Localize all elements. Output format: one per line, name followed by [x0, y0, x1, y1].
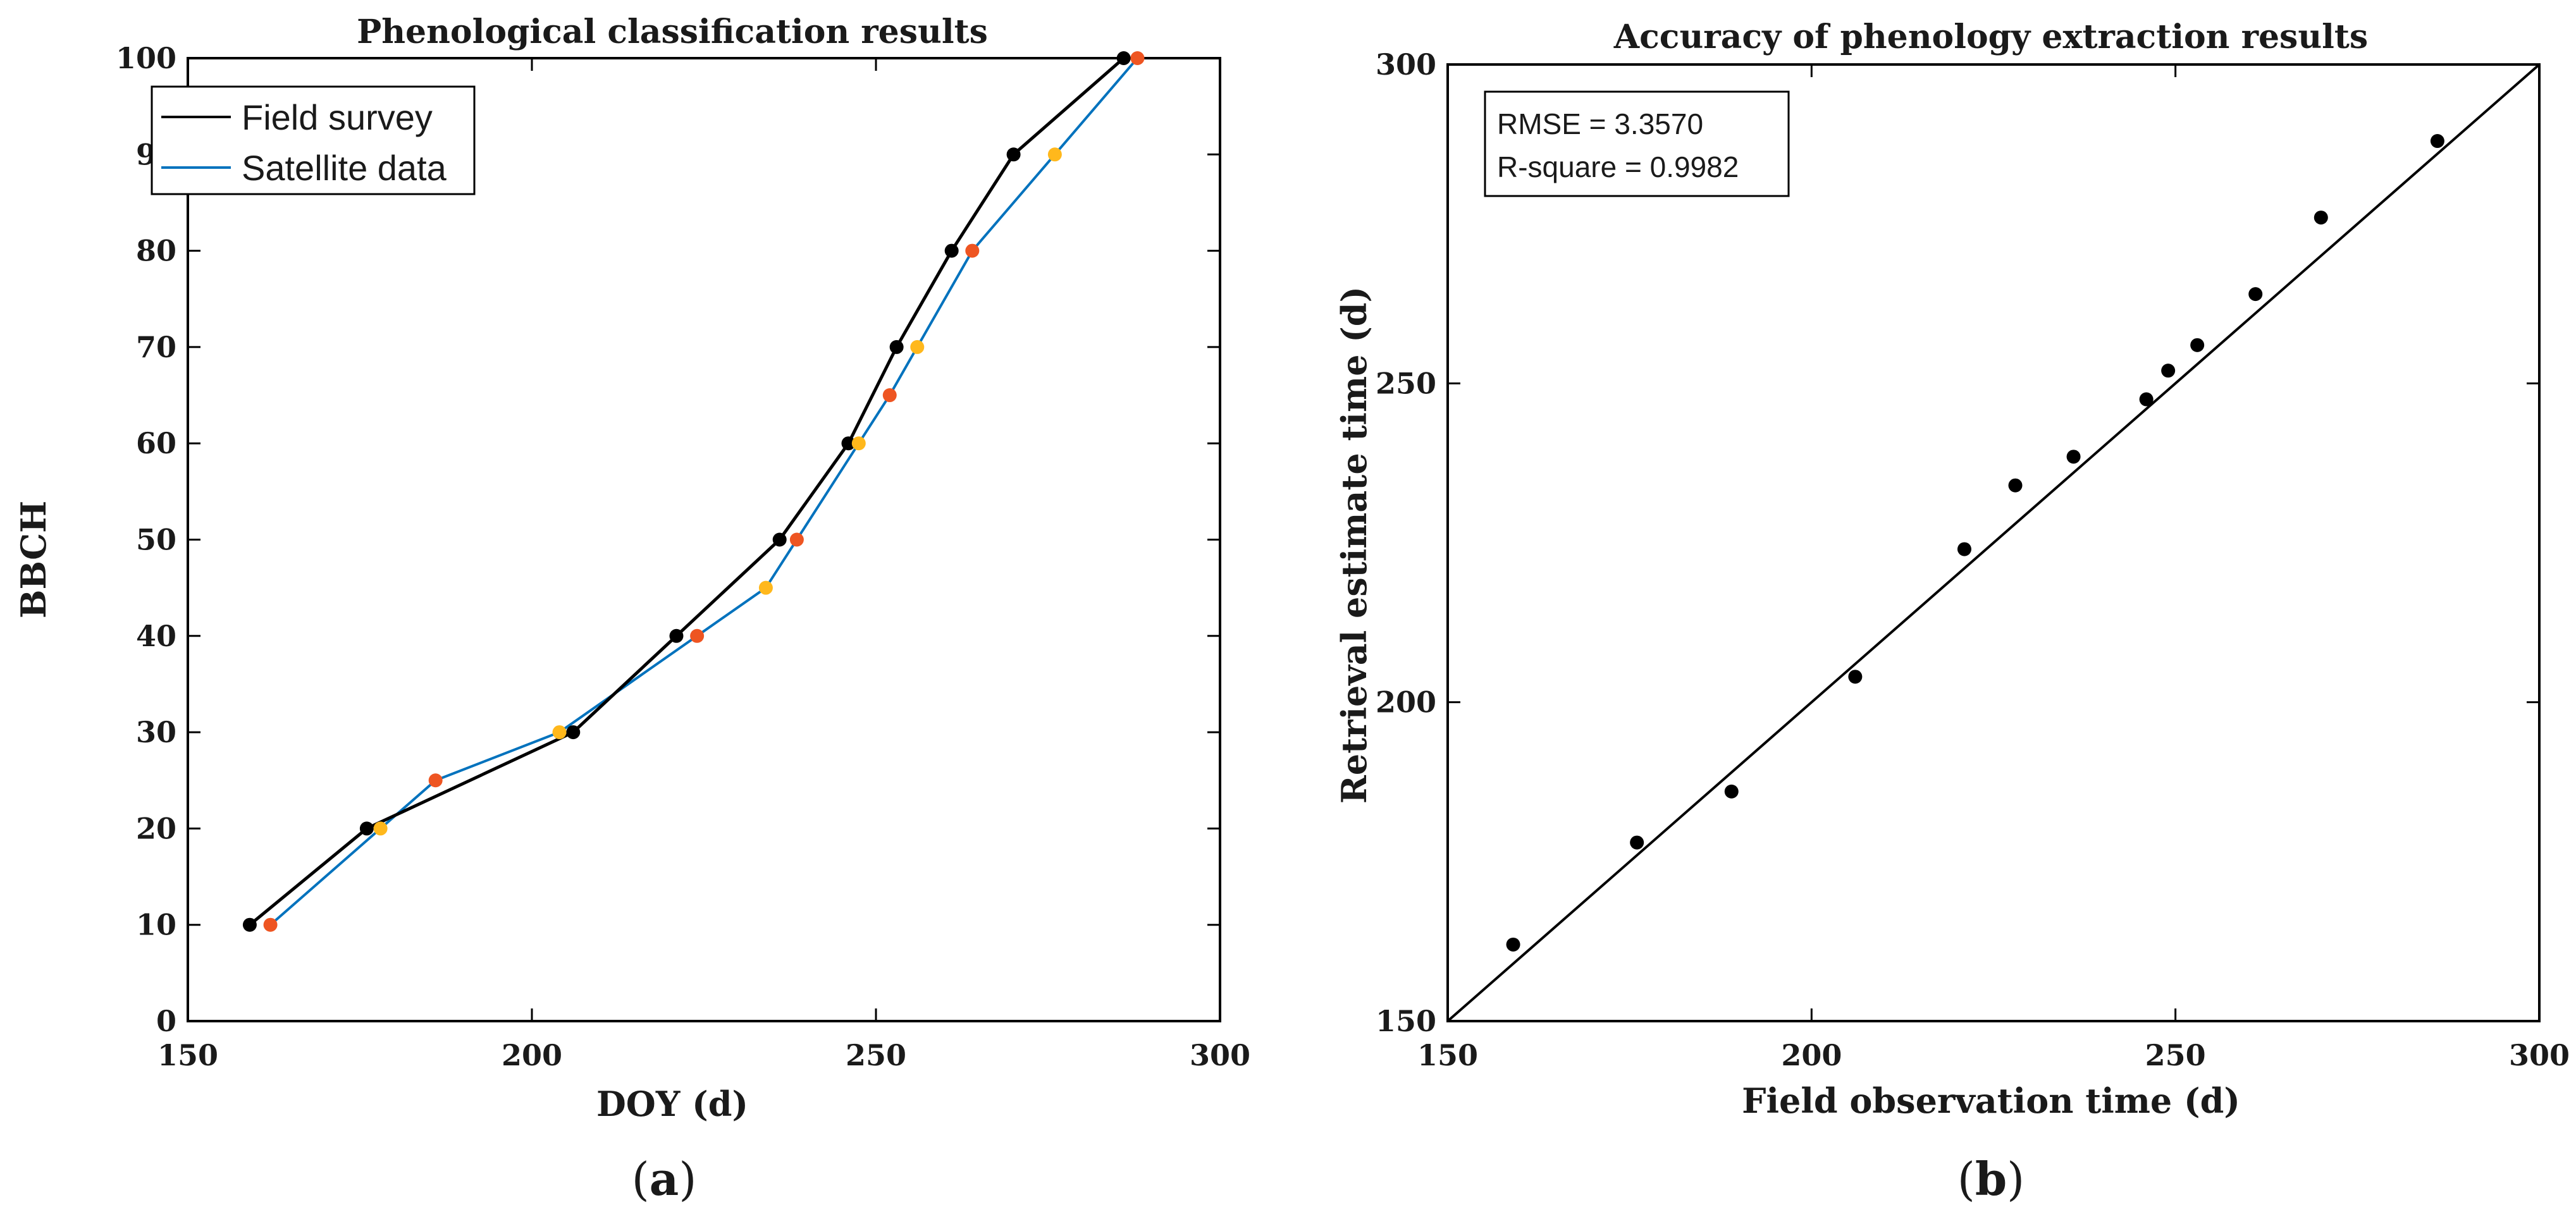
panel-b-ytick-label: 250: [1376, 366, 1436, 400]
field-survey-point: [772, 532, 787, 547]
stats-rmse: RMSE = 3.3570: [1497, 107, 1703, 140]
panel-b-ytick-label: 150: [1376, 1004, 1436, 1038]
panel-a-plot-area: 1502002503000102030405060708090100: [116, 41, 1250, 1072]
panel-a-ylabel: BBCH: [13, 501, 54, 618]
satellite-data-point: [882, 388, 897, 403]
caption-a-close-paren: ): [679, 1153, 696, 1206]
panel-a-ytick-label: 60: [136, 426, 176, 460]
panel-b-axes-frame: [1446, 63, 2541, 1022]
observation-point: [1724, 784, 1739, 799]
field-survey-point: [566, 725, 581, 740]
satellite-data-point: [1047, 147, 1062, 162]
panel-a-ytick-label: 40: [136, 619, 176, 653]
caption-a-letter: a: [650, 1152, 679, 1206]
satellite-data-point: [373, 821, 388, 836]
field-survey-point: [669, 628, 684, 643]
panel-b-xtick-label: 200: [1781, 1038, 1842, 1072]
field-survey-point: [889, 340, 904, 354]
legend-field-survey-label: Field survey: [242, 97, 433, 137]
panel-a-ytick-label: 10: [136, 908, 176, 942]
satellite-data-point: [1130, 51, 1145, 65]
panel-a-xtick-label: 300: [1190, 1038, 1250, 1072]
field-survey-point: [242, 917, 257, 932]
legend-satellite-data-label: Satellite data: [242, 148, 447, 188]
panel-a-title: Phenological classification results: [357, 13, 988, 51]
stats-box-frame: [1484, 90, 1790, 197]
panel-b-xtick-label: 250: [2145, 1038, 2206, 1072]
observation-point: [2430, 134, 2444, 149]
satellite-data-point: [851, 436, 866, 451]
panel-a-axes-frame: [187, 57, 1221, 1022]
observation-point: [2190, 338, 2205, 352]
panel-b-title: Accuracy of phenology extraction results: [1613, 18, 2368, 56]
panel-b-plot-area: 150 200 250 300 150 200 250 300: [1376, 47, 2570, 1072]
panel-a-xtick-label: 150: [157, 1038, 218, 1072]
panel-a-ytick-label: 100: [116, 41, 176, 75]
panel-a-ytick-label: 80: [136, 234, 176, 268]
caption-b-open-paren: (: [1957, 1153, 1975, 1206]
field-survey-point: [1006, 147, 1021, 162]
observation-point: [2066, 450, 2081, 464]
panel-a-xtick-label: 200: [502, 1038, 562, 1072]
satellite-data-point: [789, 532, 804, 547]
panel-a-ytick-label: 70: [136, 330, 176, 364]
satellite-data-point: [690, 628, 705, 643]
panel-b-caption: (b): [1957, 1152, 2025, 1206]
field-survey-point: [359, 821, 374, 836]
satellite-data-point: [965, 243, 980, 258]
field-survey-point: [841, 436, 856, 451]
observation-point: [1630, 835, 1644, 850]
panel-a-legend: Field survey Satellite data: [151, 85, 476, 195]
satellite-data-point: [758, 580, 773, 595]
satellite-data-point: [552, 725, 567, 740]
panel-b-ytick-label: 200: [1376, 685, 1436, 720]
panel-a-ytick-label: 20: [136, 811, 176, 845]
observation-point: [1848, 670, 1863, 684]
panel-a-ytick-label: 0: [156, 1004, 176, 1038]
legend-box: [151, 85, 476, 195]
caption-b-close-paren: ): [2007, 1153, 2024, 1206]
panel-b-ylabel: Retrieval estimate time (d): [1334, 286, 1374, 804]
observation-point: [2008, 478, 2023, 493]
one-to-one-reference-line: [1446, 63, 2541, 1022]
observation-point: [2248, 287, 2263, 302]
stats-r-square: R-square = 0.9982: [1497, 150, 1739, 183]
field-survey-point: [944, 243, 959, 258]
panel-b-xtick-label: 150: [1417, 1038, 1478, 1072]
observation-point: [2314, 211, 2328, 225]
observation-point: [1506, 937, 1520, 952]
panel-a-caption: (a): [632, 1152, 697, 1206]
field-survey-series-line: [249, 57, 1125, 926]
observation-point: [1957, 542, 1971, 556]
panel-a-ytick-label: 30: [136, 715, 176, 749]
observation-point: [2139, 392, 2154, 407]
satellite-data-point: [263, 917, 278, 932]
observation-point: [2161, 364, 2176, 378]
caption-a-open-paren: (: [632, 1153, 650, 1206]
field-survey-point: [1116, 51, 1131, 65]
panel-a-ytick-label: 50: [136, 523, 176, 557]
panel-a-chart: Phenological classification results 150 2…: [13, 13, 1250, 1206]
satellite-data-point: [910, 340, 925, 354]
panel-b-ytick-label: 300: [1376, 47, 1436, 82]
caption-b-letter: b: [1975, 1152, 2007, 1206]
panel-b-chart: Accuracy of phenology extraction results…: [1334, 18, 2570, 1206]
panel-a-xlabel: DOY (d): [596, 1084, 748, 1124]
panel-b-xtick-label: 300: [2509, 1038, 2570, 1072]
panel-a-xtick-label: 250: [846, 1038, 906, 1072]
panel-b-stats-box: RMSE = 3.3570 R-square = 0.9982: [1484, 90, 1790, 197]
satellite-data-point: [428, 773, 443, 788]
panel-b-xlabel: Field observation time (d): [1742, 1081, 2240, 1121]
